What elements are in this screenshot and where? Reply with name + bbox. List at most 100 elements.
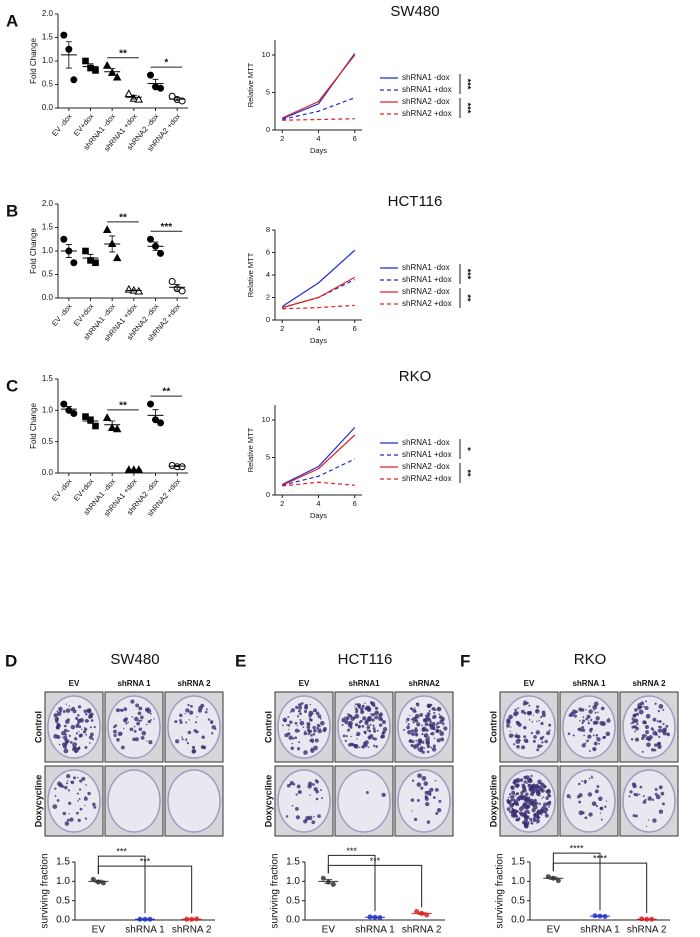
y-tick-label: 1.5 <box>42 33 54 42</box>
colony <box>77 800 79 802</box>
colony <box>378 716 383 721</box>
colony <box>589 730 592 733</box>
significance-label: *** <box>140 857 151 867</box>
colony <box>641 750 644 753</box>
colony <box>634 793 639 797</box>
colony <box>354 723 359 727</box>
column-header: shRNA 2 <box>177 679 211 688</box>
colony <box>79 779 83 783</box>
colony <box>138 727 143 731</box>
error-bar <box>130 289 137 292</box>
colony <box>585 717 588 721</box>
legend-label: shRNA2 +dox <box>402 299 452 308</box>
colony <box>319 717 322 720</box>
colony <box>56 799 60 802</box>
colony <box>578 810 584 816</box>
colony <box>179 721 183 724</box>
colony <box>342 734 346 738</box>
colony <box>368 729 372 733</box>
colony <box>603 735 606 739</box>
significance-label: ** <box>119 400 127 411</box>
colony <box>68 734 71 737</box>
colony <box>526 710 531 715</box>
column-header: shRNA2 <box>408 679 440 688</box>
colony <box>414 710 417 713</box>
colony <box>630 737 634 741</box>
colony <box>301 701 304 705</box>
error-bar <box>109 235 116 253</box>
colony <box>93 725 96 729</box>
colony <box>546 731 551 736</box>
colony <box>365 790 369 794</box>
colony <box>508 714 513 720</box>
colony <box>70 709 73 712</box>
y-tick-label: 2.0 <box>42 199 54 208</box>
colony <box>642 705 645 708</box>
colony <box>592 747 595 750</box>
colony <box>72 776 76 780</box>
colony <box>366 725 371 730</box>
colony <box>540 810 543 812</box>
colony <box>179 713 183 718</box>
colony <box>79 718 84 723</box>
colony <box>543 785 547 789</box>
colony <box>658 735 661 739</box>
colony <box>523 726 526 729</box>
significance-bracket <box>327 864 423 908</box>
colony <box>367 746 370 748</box>
colony <box>304 730 307 733</box>
colony <box>295 815 301 820</box>
point <box>147 71 154 79</box>
colony <box>372 724 375 727</box>
colony <box>532 800 537 804</box>
significance-bracket <box>97 855 146 914</box>
y-tick-label: 0.0 <box>286 915 300 926</box>
colony <box>374 706 379 711</box>
point <box>82 247 89 255</box>
x-tick-label: EV -dox <box>50 302 74 328</box>
y-tick-label: 0 <box>266 315 270 324</box>
colony <box>650 727 654 731</box>
colony <box>430 746 433 749</box>
colony <box>361 725 365 728</box>
colony <box>599 812 602 814</box>
colony <box>294 728 299 733</box>
colony <box>420 786 424 790</box>
colony <box>641 733 646 739</box>
colony <box>593 701 599 707</box>
colony <box>371 713 375 717</box>
colony <box>513 743 516 746</box>
colony <box>524 818 528 822</box>
series-line <box>282 118 355 121</box>
significance-label: ** <box>463 294 473 302</box>
error-bar <box>174 97 181 101</box>
colony <box>514 708 517 712</box>
colony <box>66 782 69 785</box>
colony <box>429 787 434 792</box>
row-label: Doxycycline <box>263 775 273 828</box>
colony <box>418 747 424 753</box>
colony <box>114 724 118 727</box>
colony <box>586 739 589 743</box>
colony <box>521 783 526 788</box>
colony <box>66 780 69 782</box>
colony <box>296 747 301 751</box>
colony <box>528 796 531 798</box>
colony <box>410 798 415 802</box>
colony <box>295 705 299 709</box>
point <box>157 84 164 92</box>
colony <box>593 709 595 711</box>
colony <box>413 817 418 822</box>
colony <box>65 708 71 713</box>
x-tick-label: EV <box>547 925 561 936</box>
colony <box>539 782 541 784</box>
colony <box>568 713 572 718</box>
colony <box>515 720 519 724</box>
colony <box>657 728 662 733</box>
colony <box>185 721 188 724</box>
colony <box>433 737 436 740</box>
colony <box>657 725 660 728</box>
colony <box>56 717 59 720</box>
colony <box>598 742 601 745</box>
y-tick-label: 1.0 <box>56 876 70 887</box>
